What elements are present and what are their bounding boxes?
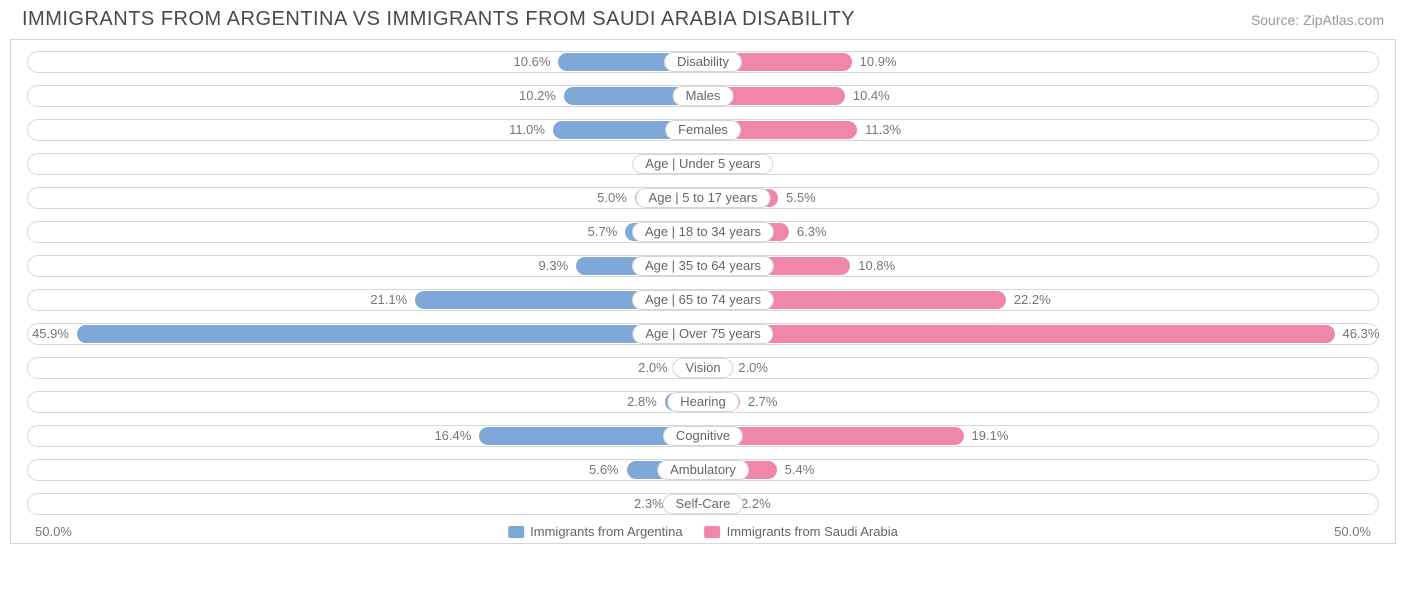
value-label-left: 21.1% [370, 291, 407, 309]
value-label-right: 5.5% [786, 189, 816, 207]
value-label-left: 5.6% [589, 461, 619, 479]
chart-row: 45.9% 46.3% Age | Over 75 years [21, 320, 1385, 348]
value-label-right: 10.4% [853, 87, 890, 105]
value-label-left: 2.0% [638, 359, 668, 377]
bar-left [77, 325, 703, 343]
legend-item-left: Immigrants from Argentina [508, 524, 682, 539]
chart-row: 11.0% 11.3% Females [21, 116, 1385, 144]
chart-row: 10.2% 10.4% Males [21, 82, 1385, 110]
value-label-left: 2.3% [634, 495, 664, 513]
value-label-left: 5.7% [588, 223, 618, 241]
value-label-left: 9.3% [539, 257, 569, 275]
value-label-right: 6.3% [797, 223, 827, 241]
chart-row: 5.6% 5.4% Ambulatory [21, 456, 1385, 484]
value-label-right: 2.2% [741, 495, 771, 513]
value-label-right: 2.0% [738, 359, 768, 377]
chart-row: 21.1% 22.2% Age | 65 to 74 years [21, 286, 1385, 314]
category-label: Disability [664, 52, 742, 72]
chart-row: 5.7% 6.3% Age | 18 to 34 years [21, 218, 1385, 246]
chart-row: 2.0%2.0%Vision [21, 354, 1385, 382]
value-label-right: 10.9% [860, 53, 897, 71]
category-label: Cognitive [663, 426, 743, 446]
chart-title: IMMIGRANTS FROM ARGENTINA VS IMMIGRANTS … [22, 8, 855, 31]
header: IMMIGRANTS FROM ARGENTINA VS IMMIGRANTS … [0, 0, 1406, 35]
chart-row: 2.3% 2.2%Self-Care [21, 490, 1385, 518]
value-label-right: 46.3% [1343, 325, 1380, 343]
legend-swatch-left [508, 526, 524, 538]
value-label-left: 10.6% [514, 53, 551, 71]
axis-left-max: 50.0% [35, 524, 72, 539]
value-label-right: 2.7% [748, 393, 778, 411]
legend-label-left: Immigrants from Argentina [530, 524, 682, 539]
category-label: Self-Care [663, 494, 744, 514]
chart-row: 10.6% 10.9% Disability [21, 48, 1385, 76]
chart-row: 9.3% 10.8% Age | 35 to 64 years [21, 252, 1385, 280]
category-label: Vision [672, 358, 733, 378]
legend-swatch-right [705, 526, 721, 538]
legend: Immigrants from Argentina Immigrants fro… [508, 524, 898, 539]
value-label-left: 45.9% [32, 325, 69, 343]
axis-row: 50.0% Immigrants from Argentina Immigran… [21, 524, 1385, 539]
value-label-right: 10.8% [858, 257, 895, 275]
rows-container: 10.6% 10.9% Disability 10.2% 10.4% Males 11.0%… [21, 48, 1385, 518]
category-label: Age | 65 to 74 years [632, 290, 774, 310]
chart-row: 1.2%1.2%Age | Under 5 years [21, 150, 1385, 178]
bar-right [703, 325, 1335, 343]
value-label-left: 2.8% [627, 393, 657, 411]
category-label: Males [673, 86, 734, 106]
category-label: Age | Over 75 years [632, 324, 773, 344]
axis-right-max: 50.0% [1334, 524, 1371, 539]
legend-label-right: Immigrants from Saudi Arabia [727, 524, 898, 539]
category-label: Hearing [667, 392, 739, 412]
value-label-left: 10.2% [519, 87, 556, 105]
value-label-right: 19.1% [972, 427, 1009, 445]
category-label: Age | 18 to 34 years [632, 222, 774, 242]
category-label: Age | 5 to 17 years [636, 188, 771, 208]
chart-panel: 10.6% 10.9% Disability 10.2% 10.4% Males 11.0%… [10, 39, 1396, 544]
chart-row: 5.0% 5.5% Age | 5 to 17 years [21, 184, 1385, 212]
value-label-right: 5.4% [785, 461, 815, 479]
category-label: Age | 35 to 64 years [632, 256, 774, 276]
legend-item-right: Immigrants from Saudi Arabia [705, 524, 898, 539]
value-label-left: 16.4% [434, 427, 471, 445]
category-label: Ambulatory [657, 460, 749, 480]
category-label: Females [665, 120, 741, 140]
chart-row: 2.8% 2.7% Hearing [21, 388, 1385, 416]
value-label-left: 11.0% [509, 121, 545, 139]
value-label-right: 22.2% [1014, 291, 1051, 309]
value-label-right: 11.3% [865, 121, 901, 139]
category-label: Age | Under 5 years [632, 154, 773, 174]
source-label: Source: ZipAtlas.com [1251, 8, 1384, 28]
value-label-left: 5.0% [597, 189, 627, 207]
chart-row: 16.4% 19.1% Cognitive [21, 422, 1385, 450]
